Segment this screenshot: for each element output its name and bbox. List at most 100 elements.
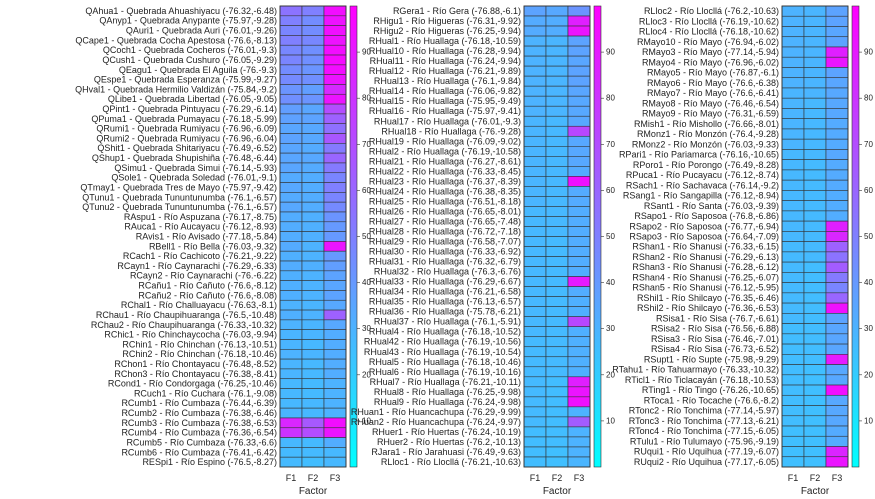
colorbar-tick-label: 40 <box>864 278 873 287</box>
heatmap-cell <box>523 456 547 468</box>
heatmap-cell <box>323 329 347 340</box>
heatmap-cell <box>323 221 347 232</box>
heatmap-cells <box>781 5 849 468</box>
heatmap-cell <box>825 272 849 283</box>
heatmap-cell <box>567 356 591 368</box>
row-label: RMayo3 - Río Mayo (-77.14,-5.94) <box>642 47 779 57</box>
heatmap-cell <box>545 15 569 27</box>
heatmap-cell <box>545 216 569 227</box>
heatmap-cell <box>825 405 849 417</box>
heatmap-cell <box>523 135 547 147</box>
heatmap-cell <box>545 426 569 438</box>
heatmap-cell <box>523 95 547 107</box>
heatmap-cell <box>825 333 849 345</box>
heatmap-cell <box>545 306 569 317</box>
heatmap-cell <box>323 417 347 429</box>
heatmap-cell <box>523 306 547 317</box>
heatmap-cell <box>279 329 303 340</box>
heatmap-cell <box>545 45 569 57</box>
heatmap-cell <box>781 87 805 99</box>
heatmap-cell <box>567 406 591 418</box>
heatmap-cell <box>545 396 569 408</box>
x-axis-label: Factor <box>543 486 572 497</box>
row-label: RHual27 - Río Huallaga (-76.65,-7.48) <box>369 216 521 226</box>
heatmap-cell <box>301 64 325 75</box>
heatmap-cell <box>301 103 325 115</box>
heatmap-cell <box>825 435 849 447</box>
heatmap-cell <box>323 250 347 262</box>
heatmap-cell <box>545 35 569 47</box>
heatmap-cell <box>545 446 569 458</box>
heatmap-cell <box>323 427 347 438</box>
heatmap-cell <box>781 302 805 314</box>
heatmap-cell <box>279 417 303 429</box>
heatmap-cell <box>567 416 591 428</box>
heatmap-cell <box>803 108 827 119</box>
heatmap-cell <box>301 437 325 448</box>
heatmap-cell <box>323 388 347 399</box>
heatmap-cell <box>523 446 547 458</box>
heatmap-cell <box>567 386 591 398</box>
heatmap-cell <box>523 346 547 358</box>
heatmap-cells <box>523 5 591 468</box>
heatmap-cell <box>567 85 591 97</box>
heatmap-cell <box>279 103 303 115</box>
heatmap-cell <box>803 384 827 396</box>
heatmap-cell <box>567 55 591 67</box>
heatmap-cell <box>545 276 569 287</box>
row-label: RSapo2 - Río Saposoa (-76.77,-6.94) <box>629 221 779 231</box>
heatmap-cell <box>323 152 347 164</box>
row-label: RPoro1 - Río Porongo (-76.49,-8.28) <box>633 160 779 170</box>
heatmap-cell <box>323 113 347 124</box>
heatmap-cell <box>523 246 547 257</box>
row-label: RUqui2 - Río Uquihua (-77.17,-6.05) <box>634 457 779 467</box>
colorbar-tick-label: 90 <box>606 48 615 57</box>
heatmap-cell <box>781 5 805 17</box>
row-label: RAuca1 - Río Aucayacu (-76.12,-8.93) <box>124 222 277 232</box>
heatmap-cell <box>825 384 849 396</box>
heatmap-cell <box>545 386 569 398</box>
heatmap-cell <box>803 405 827 417</box>
heatmap-cell <box>803 374 827 386</box>
heatmap-cell <box>523 206 547 217</box>
heatmap-cell <box>781 374 805 386</box>
heatmap-cell <box>567 196 591 207</box>
heatmap-cell <box>301 133 325 144</box>
heatmap-cell <box>781 138 805 150</box>
heatmap-cell <box>567 236 591 247</box>
heatmap-cell <box>323 319 347 330</box>
heatmap-cell <box>523 316 547 327</box>
row-label: RSant1 - Río Santa (-76.03,-9.39) <box>644 201 779 211</box>
heatmap-cell <box>323 447 347 458</box>
heatmap-cell <box>803 56 827 68</box>
row-label: RChau2 - Río Chaupihuaranga (-76.33,-10.… <box>91 320 277 330</box>
heatmap-cell <box>301 270 325 281</box>
heatmap-cell <box>803 241 827 253</box>
x-tick-label: F3 <box>330 473 341 483</box>
heatmap-cell <box>301 407 325 419</box>
row-label: RChal1 - Río Challuayacu (-76.63,-8.1) <box>121 300 277 310</box>
row-label: RHual15 - Río Huallaga (-75.95,-9.49) <box>369 96 521 106</box>
heatmap-cell <box>825 261 849 273</box>
heatmap-cell <box>523 166 547 177</box>
heatmap-cell <box>567 135 591 147</box>
heatmap-cell <box>301 427 325 438</box>
heatmap-cell <box>825 251 849 263</box>
row-label: RSapo1 - Río Saposoa (-76.8,-6.86) <box>634 211 779 221</box>
heatmap-cell <box>279 93 303 105</box>
heatmap-cell <box>803 118 827 130</box>
colorbar-tick-label: 50 <box>864 232 873 241</box>
row-label: RSang1 - Río Sangapilla (-76.12,-8.94) <box>623 191 779 201</box>
heatmap-cell <box>523 406 547 418</box>
heatmap-cell <box>301 172 325 183</box>
heatmap-cell <box>825 26 849 38</box>
heatmap-cell <box>301 280 325 291</box>
heatmap-cell <box>781 118 805 130</box>
row-label: RHigu1 - Río Higueras (-76.31,-9.92) <box>373 16 521 26</box>
heatmap-cell <box>567 95 591 107</box>
row-label: QEagu1 - Quebrada El Aguila (-76.-9.3) <box>119 65 277 75</box>
heatmap-cell <box>567 436 591 448</box>
row-label: RGera1 - Río Gera (-76.88,-6.1) <box>393 6 521 16</box>
row-label: RCumb1 - Río Cumbaza (-76.44,-6.39) <box>121 398 277 408</box>
